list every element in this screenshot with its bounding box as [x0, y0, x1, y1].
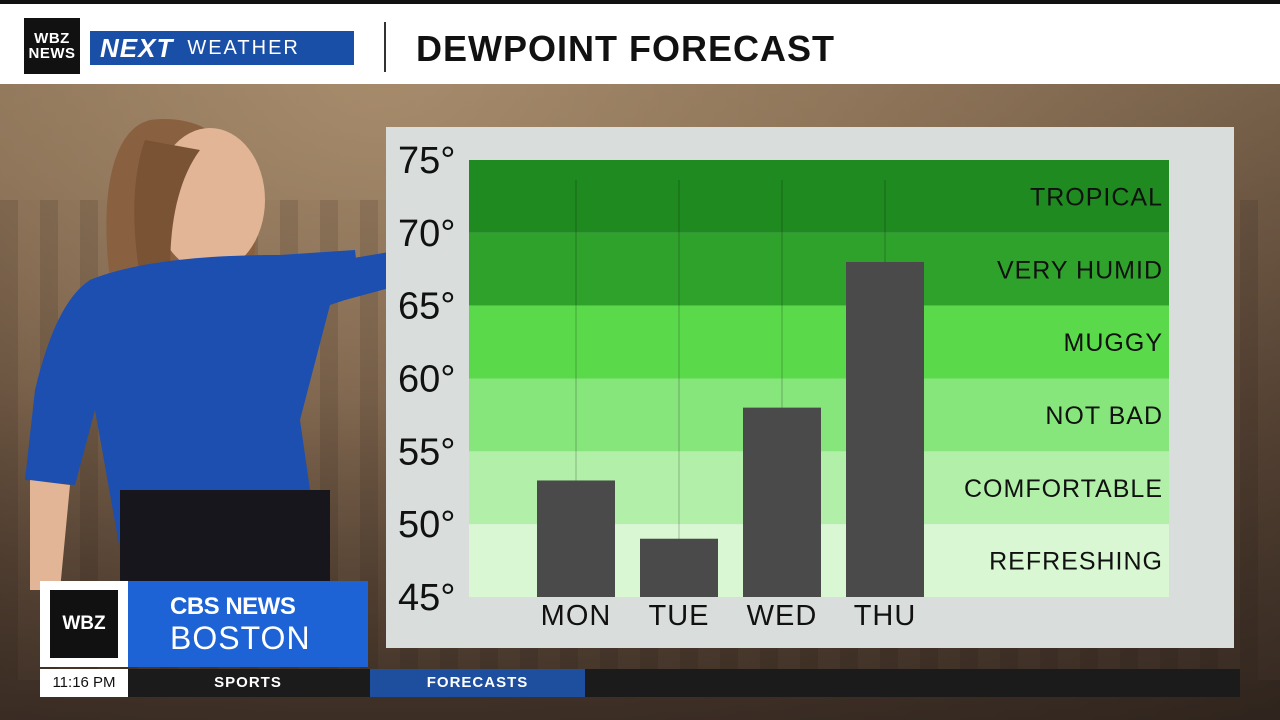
logo-line-2: NEWS — [28, 45, 76, 62]
band-2 — [469, 305, 1169, 379]
y-tick-label-2: 55° — [398, 431, 455, 473]
top-banner: WBZ NEWS NEXT WEATHER DEWPOINT FORECAST — [0, 0, 1280, 84]
y-tick-label-3: 60° — [398, 359, 455, 401]
y-tick-label-1: 50° — [398, 504, 455, 546]
band-0 — [469, 160, 1169, 233]
y-tick-label-6: 75° — [398, 140, 455, 182]
y-tick-label-5: 70° — [398, 213, 455, 255]
lower-third: WBZ CBS NEWS BOSTON — [40, 581, 368, 667]
ticker-item-forecasts: FORECASTS — [370, 669, 585, 697]
bar-mon — [537, 480, 615, 597]
wbz-logo-text: WBZ — [50, 590, 118, 658]
cbs-news-label: CBS NEWS — [170, 593, 296, 620]
band-1 — [469, 232, 1169, 306]
banner-title: DEWPOINT FORECAST — [416, 28, 835, 69]
ticker-item-sports: SPORTS — [214, 674, 282, 691]
ticker-bar: 11:16 PM SPORTS FORECASTS — [40, 669, 1240, 697]
band-label-5: REFRESHING — [989, 548, 1163, 576]
band-label-2: MUGGY — [1064, 329, 1163, 357]
x-tick-label-3: THU — [854, 600, 917, 632]
bar-wed — [743, 407, 821, 597]
band-label-4: COMFORTABLE — [964, 475, 1163, 503]
x-tick-label-2: WED — [747, 600, 818, 632]
city-label: BOSTON — [170, 620, 311, 656]
wbz-logo: WBZ — [40, 581, 128, 667]
bar-tue — [640, 538, 718, 597]
logo-line-1: WBZ — [34, 30, 70, 47]
wbz-news-logo: WBZ NEWS — [24, 18, 80, 74]
band-label-3: NOT BAD — [1045, 402, 1163, 430]
cbs-news-boston-brand: CBS NEWS BOSTON — [128, 581, 368, 667]
band-label-0: TROPICAL — [1030, 183, 1163, 211]
x-tick-label-0: MON — [541, 600, 612, 632]
dewpoint-chart: TROPICAL VERY HUMID MUGGY NOT BAD COMFORTABL… — [398, 140, 1169, 632]
banner-divider — [384, 22, 386, 72]
x-tick-label-1: TUE — [649, 600, 710, 632]
y-tick-label-4: 65° — [398, 286, 455, 328]
y-tick-label-0: 45° — [398, 577, 455, 619]
weather-label: WEATHER — [187, 36, 300, 59]
band-label-1: VERY HUMID — [997, 256, 1163, 284]
bar-thu — [846, 261, 924, 597]
chart-panel: TROPICAL VERY HUMID MUGGY NOT BAD COMFORTABL… — [386, 127, 1234, 648]
next-label: NEXT — [100, 32, 174, 63]
next-weather-logo: NEXT WEATHER — [90, 31, 354, 65]
ticker-time: 11:16 PM — [40, 669, 128, 697]
